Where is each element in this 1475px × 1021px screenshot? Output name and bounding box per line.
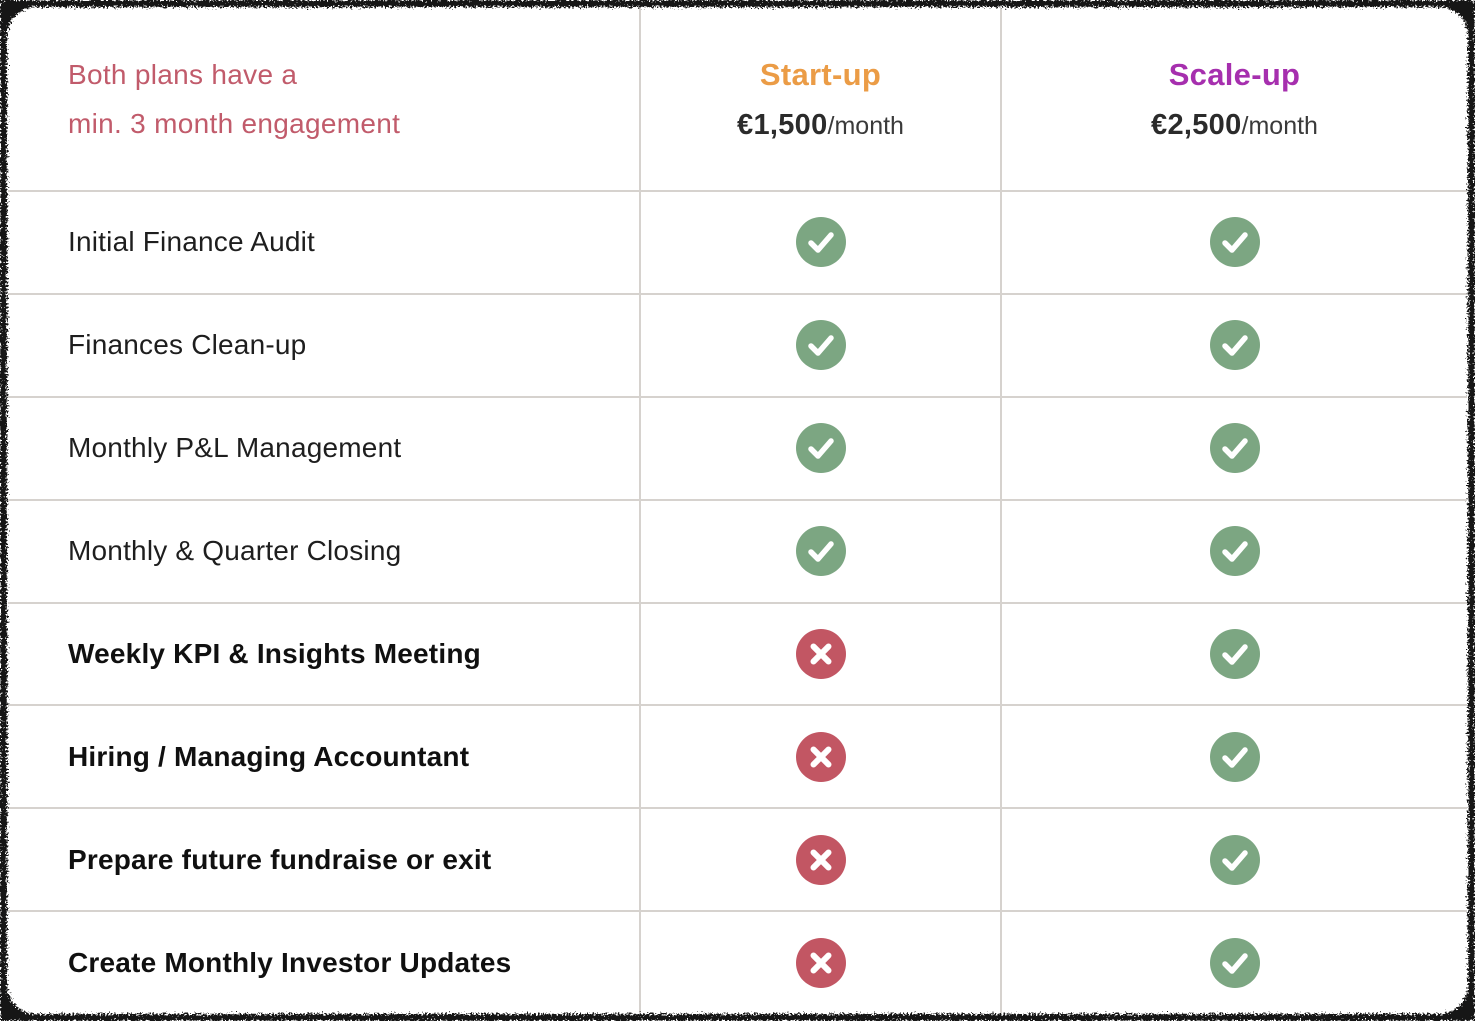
feature-row: Finances Clean-up: [8, 292, 1467, 396]
check-icon: [1209, 423, 1260, 474]
feature-startup-mark-cell: [639, 294, 1000, 396]
feature-scaleup-mark-cell: [1000, 397, 1467, 499]
check-icon: [795, 217, 846, 268]
feature-row: Initial Finance Audit: [8, 190, 1467, 293]
feature-label: Weekly KPI & Insights Meeting: [68, 637, 481, 669]
check-icon: [795, 320, 846, 371]
cross-icon: [795, 937, 846, 988]
feature-row: Monthly & Quarter Closing: [8, 498, 1467, 602]
plan-price-line-startup: €1,500/month: [737, 109, 904, 142]
feature-startup-mark-cell: [639, 500, 1000, 602]
plan-header-startup: Start-up €1,500/month: [639, 8, 1000, 190]
feature-label: Hiring / Managing Accountant: [68, 740, 470, 772]
feature-scaleup-mark-cell: [1000, 603, 1467, 705]
plan-price-scaleup: €2,500: [1151, 108, 1242, 141]
feature-label: Monthly P&L Management: [68, 432, 402, 464]
feature-startup-mark-cell: [639, 192, 1000, 293]
feature-scaleup-mark-cell: [1000, 500, 1467, 602]
feature-scaleup-mark-cell: [1000, 912, 1467, 1013]
engagement-note: Both plans have a min. 3 month engagemen…: [8, 8, 639, 190]
check-icon: [1209, 526, 1260, 577]
feature-row: Create Monthly Investor Updates: [8, 910, 1467, 1013]
check-icon: [795, 526, 846, 577]
plan-name-scaleup: Scale-up: [1168, 56, 1301, 92]
feature-startup-mark-cell: [639, 397, 1000, 499]
plan-header-scaleup: Scale-up €2,500/month: [1000, 8, 1467, 190]
feature-row: Hiring / Managing Accountant: [8, 704, 1467, 808]
feature-startup-mark-cell: [639, 809, 1000, 911]
plan-name-startup: Start-up: [759, 56, 882, 92]
feature-scaleup-mark-cell: [1000, 192, 1467, 293]
cross-icon: [795, 731, 846, 782]
check-icon: [1209, 320, 1260, 371]
plan-price-startup: €1,500: [737, 108, 828, 141]
check-icon: [1209, 731, 1260, 782]
check-icon: [1209, 217, 1260, 268]
plan-period-startup: /month: [827, 111, 904, 140]
engagement-note-line2: min. 3 month engagement: [68, 108, 401, 139]
engagement-note-line1: Both plans have a: [68, 59, 298, 90]
feature-label: Prepare future fundraise or exit: [68, 843, 492, 875]
plan-period-scaleup: /month: [1241, 111, 1318, 140]
feature-scaleup-mark-cell: [1000, 706, 1467, 808]
feature-row: Weekly KPI & Insights Meeting: [8, 601, 1467, 705]
feature-startup-mark-cell: [639, 912, 1000, 1013]
check-icon: [1209, 937, 1260, 988]
feature-startup-mark-cell: [639, 706, 1000, 808]
feature-startup-mark-cell: [639, 603, 1000, 705]
feature-rows-container: Initial Finance Audit Finances Clean-up Mo…: [8, 190, 1467, 1013]
plan-price-line-scaleup: €2,500/month: [1151, 109, 1318, 142]
feature-scaleup-mark-cell: [1000, 294, 1467, 396]
cross-icon: [795, 628, 846, 679]
feature-label: Create Monthly Investor Updates: [68, 946, 512, 978]
feature-label: Initial Finance Audit: [68, 226, 316, 258]
feature-label: Finances Clean-up: [68, 329, 307, 361]
check-icon: [1209, 628, 1260, 679]
feature-label: Monthly & Quarter Closing: [68, 535, 402, 567]
cross-icon: [795, 834, 846, 885]
table-header-row: Both plans have a min. 3 month engagemen…: [8, 8, 1467, 190]
check-icon: [795, 423, 846, 474]
feature-scaleup-mark-cell: [1000, 809, 1467, 911]
feature-row: Prepare future fundraise or exit: [8, 807, 1467, 911]
feature-row: Monthly P&L Management: [8, 395, 1467, 499]
pricing-card: Both plans have a min. 3 month engagemen…: [8, 8, 1467, 1013]
check-icon: [1209, 834, 1260, 885]
